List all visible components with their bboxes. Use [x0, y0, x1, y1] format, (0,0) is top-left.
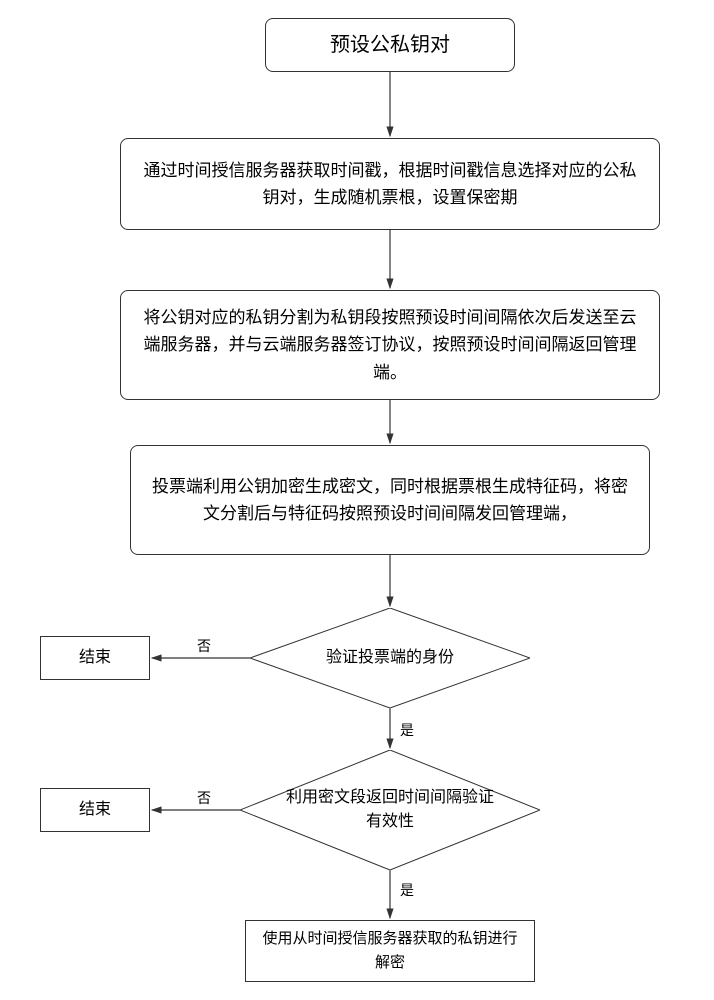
node-text: 使用从时间授信服务器获取的私钥进行解密 — [262, 927, 518, 975]
edge-label-no-1: 否 — [195, 636, 213, 656]
edge-label-yes-1: 是 — [398, 720, 416, 740]
decision-text: 利用密文段返回时间间隔验证有效性 — [286, 789, 494, 830]
node-get-timestamp: 通过时间授信服务器获取时间戳，根据时间戳信息选择对应的公私钥对，生成随机票根，设… — [120, 138, 660, 230]
node-end-1: 结束 — [40, 636, 150, 680]
decision-text: 验证投票端的身份 — [326, 649, 454, 666]
node-split-private-key: 将公钥对应的私钥分割为私钥段按照预设时间间隔依次后发送至云端服务器，并与云端服务… — [120, 290, 660, 400]
node-decrypt: 使用从时间授信服务器获取的私钥进行解密 — [245, 920, 535, 982]
node-end-2: 结束 — [40, 788, 150, 832]
node-text: 投票端利用公钥加密生成密文，同时根据票根生成特征码，将密文分割后与特征码按照预设… — [147, 473, 633, 527]
decision-verify-validity: 利用密文段返回时间间隔验证有效性 — [240, 750, 540, 870]
node-text: 将公钥对应的私钥分割为私钥段按照预设时间间隔依次后发送至云端服务器，并与云端服务… — [137, 304, 643, 386]
node-text: 结束 — [79, 797, 111, 823]
edge-label-no-2: 否 — [195, 788, 213, 808]
node-text: 结束 — [79, 645, 111, 671]
node-text: 通过时间授信服务器获取时间戳，根据时间戳信息选择对应的公私钥对，生成随机票根，设… — [137, 157, 643, 211]
node-text: 预设公私钥对 — [330, 29, 450, 61]
node-voter-encrypt: 投票端利用公钥加密生成密文，同时根据票根生成特征码，将密文分割后与特征码按照预设… — [130, 445, 650, 555]
node-preset-keypair: 预设公私钥对 — [265, 18, 515, 72]
decision-verify-identity: 验证投票端的身份 — [250, 608, 530, 708]
edge-label-yes-2: 是 — [398, 880, 416, 900]
